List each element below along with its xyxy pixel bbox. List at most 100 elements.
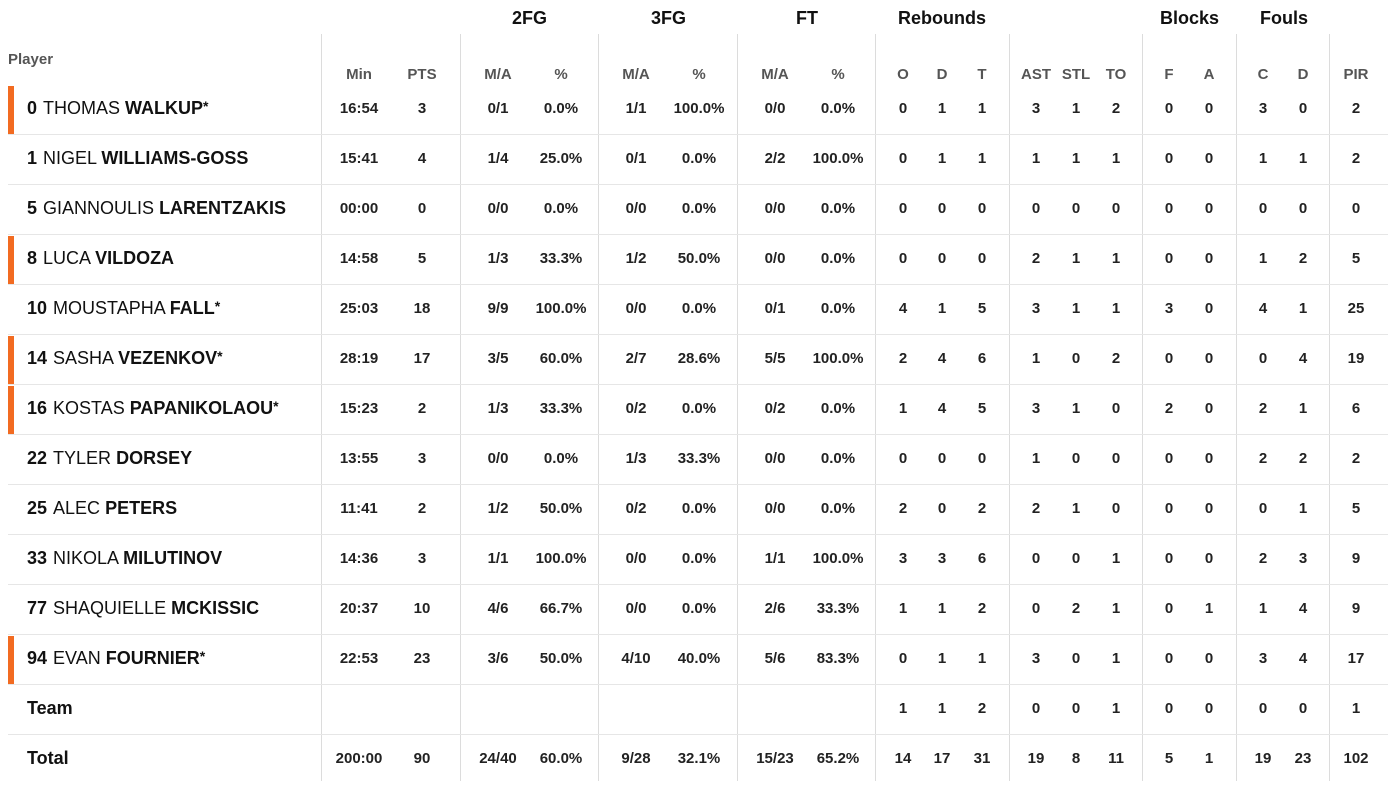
player-column-header: Player bbox=[8, 51, 54, 68]
row-divider bbox=[8, 184, 1388, 185]
stat-3fg-pct: 40.0% bbox=[677, 650, 721, 667]
group-blocks-header: Blocks bbox=[1160, 8, 1220, 28]
stat-reb-t: 1 bbox=[977, 100, 987, 117]
stat-ft-pct: 100.0% bbox=[812, 150, 864, 167]
stat-foul-d: 3 bbox=[1298, 550, 1308, 567]
player-name-link[interactable]: 25 ALEC PETERS bbox=[27, 498, 177, 519]
col-header-ast[interactable]: AST bbox=[1021, 66, 1051, 83]
stat-2fg-ma: 3/6 bbox=[487, 650, 509, 667]
stat-2fg-pct: 66.7% bbox=[539, 600, 583, 617]
group-2fg-header: 2FG bbox=[512, 8, 548, 28]
player-name-link[interactable]: 22 TYLER DORSEY bbox=[27, 448, 192, 469]
stat-to: 1 bbox=[1111, 550, 1121, 567]
stat-foul-c: 1 bbox=[1258, 150, 1268, 167]
stat-pts: 3 bbox=[417, 550, 427, 567]
player-name-link[interactable]: 1 NIGEL WILLIAMS-GOSS bbox=[27, 148, 248, 169]
stat-ft-pct: 100.0% bbox=[812, 350, 864, 367]
stat-ast: 0 bbox=[1031, 700, 1041, 717]
stat-pir: 1 bbox=[1351, 700, 1361, 717]
player-name-link[interactable]: 5 GIANNOULIS LARENTZAKIS bbox=[27, 198, 286, 219]
stat-blk-a: 0 bbox=[1204, 200, 1214, 217]
stat-3fg-pct: 0.0% bbox=[681, 200, 717, 217]
stat-reb-o: 4 bbox=[898, 300, 908, 317]
col-header-2fg-ma[interactable]: M/A bbox=[484, 66, 512, 83]
col-header-foul-d[interactable]: D bbox=[1297, 66, 1309, 83]
column-divider bbox=[321, 34, 322, 781]
stat-blk-a: 0 bbox=[1204, 100, 1214, 117]
player-name-link[interactable]: 0 THOMAS WALKUP* bbox=[27, 98, 209, 119]
stat-3fg-pct bbox=[664, 700, 734, 720]
stat-foul-d: 2 bbox=[1298, 250, 1308, 267]
player-row[interactable]: 33 NIKOLA MILUTINOV 14:36 3 1/1 100.0% 0/0 0.0%… bbox=[0, 535, 1396, 585]
player-row[interactable]: 0 THOMAS WALKUP* 16:54 3 0/1 0.0% 1/1 100.0% 0/0… bbox=[0, 85, 1396, 135]
stat-ast: 1 bbox=[1031, 450, 1041, 467]
stat-ft-ma: 5/5 bbox=[764, 350, 786, 367]
col-header-pts[interactable]: PTS bbox=[407, 66, 437, 83]
col-header-min[interactable]: Min bbox=[346, 66, 372, 83]
col-header-blk-f[interactable]: F bbox=[1164, 66, 1174, 83]
player-name-link[interactable]: 16 KOSTAS PAPANIKOLAOU* bbox=[27, 398, 279, 419]
player-row[interactable]: 25 ALEC PETERS 11:41 2 1/2 50.0% 0/2 0.0% 0/0 0.0… bbox=[0, 485, 1396, 535]
player-row[interactable]: 8 LUCA VILDOZA 14:58 5 1/3 33.3% 1/2 50.0% 0/0 0.… bbox=[0, 235, 1396, 285]
player-first-name: SASHA bbox=[53, 348, 114, 368]
stat-blk-a: 0 bbox=[1204, 650, 1214, 667]
stat-pts: 90 bbox=[413, 750, 431, 767]
stat-ast: 0 bbox=[1031, 600, 1041, 617]
stat-to: 11 bbox=[1108, 750, 1124, 767]
stat-foul-c: 3 bbox=[1258, 100, 1268, 117]
stat-blk-a: 0 bbox=[1204, 400, 1214, 417]
stat-2fg-ma: 3/5 bbox=[487, 350, 509, 367]
col-header-pir[interactable]: PIR bbox=[1343, 66, 1369, 83]
player-row[interactable]: 16 KOSTAS PAPANIKOLAOU* 15:23 2 1/3 33.3% 0/2 0… bbox=[0, 385, 1396, 435]
player-name-link[interactable]: 77 SHAQUIELLE MCKISSIC bbox=[27, 598, 259, 619]
starter-star: * bbox=[214, 298, 221, 314]
stat-min: 11:41 bbox=[340, 500, 378, 517]
stat-ast: 2 bbox=[1031, 250, 1041, 267]
col-header-foul-c[interactable]: C bbox=[1257, 66, 1269, 83]
col-header-ft-pct[interactable]: % bbox=[831, 66, 845, 83]
stat-ast: 0 bbox=[1031, 550, 1041, 567]
stat-foul-c: 0 bbox=[1258, 700, 1268, 717]
col-header-3fg-pct[interactable]: % bbox=[692, 66, 706, 83]
col-header-blk-a[interactable]: A bbox=[1203, 66, 1215, 83]
col-header-2fg-pct[interactable]: % bbox=[554, 66, 568, 83]
stat-reb-o: 2 bbox=[898, 500, 908, 517]
stat-blk-a: 1 bbox=[1204, 600, 1214, 617]
stat-foul-d: 0 bbox=[1298, 100, 1308, 117]
player-row[interactable]: 14 SASHA VEZENKOV* 28:19 17 3/5 60.0% 2/7 28.6%… bbox=[0, 335, 1396, 385]
col-header-stl[interactable]: STL bbox=[1061, 66, 1091, 83]
stat-blk-a: 0 bbox=[1204, 550, 1214, 567]
player-name-link[interactable]: 33 NIKOLA MILUTINOV bbox=[27, 548, 222, 569]
player-row[interactable]: 77 SHAQUIELLE MCKISSIC 20:37 10 4/6 66.7% 0/0 0… bbox=[0, 585, 1396, 635]
stat-ft-pct: 100.0% bbox=[812, 550, 864, 567]
stat-2fg-ma: 0/0 bbox=[487, 450, 509, 467]
player-name-link[interactable]: 14 SASHA VEZENKOV* bbox=[27, 348, 223, 369]
stat-to: 0 bbox=[1111, 500, 1121, 517]
player-row[interactable]: 1 NIGEL WILLIAMS-GOSS 15:41 4 1/4 25.0% 0/1 0.0… bbox=[0, 135, 1396, 185]
stat-reb-o: 1 bbox=[898, 700, 908, 717]
player-number: 10 bbox=[27, 298, 48, 318]
col-header-reb-d[interactable]: D bbox=[936, 66, 948, 83]
stat-pir: 2 bbox=[1351, 100, 1361, 117]
stat-reb-t: 2 bbox=[977, 500, 987, 517]
player-row[interactable]: 10 MOUSTAPHA FALL* 25:03 18 9/9 100.0% 0/0 0.0%… bbox=[0, 285, 1396, 335]
player-name-link[interactable]: 10 MOUSTAPHA FALL* bbox=[27, 298, 220, 319]
stat-to: 1 bbox=[1111, 150, 1121, 167]
stat-2fg-pct: 33.3% bbox=[539, 400, 583, 417]
stat-3fg-pct: 32.1% bbox=[677, 750, 721, 767]
col-header-to[interactable]: TO bbox=[1105, 66, 1127, 83]
stat-foul-d: 0 bbox=[1298, 700, 1308, 717]
player-row[interactable]: 94 EVAN FOURNIER* 22:53 23 3/6 50.0% 4/10 40.0%… bbox=[0, 635, 1396, 685]
col-header-3fg-ma[interactable]: M/A bbox=[622, 66, 650, 83]
player-row[interactable]: 22 TYLER DORSEY 13:55 3 0/0 0.0% 1/3 33.3% 0/0 0.… bbox=[0, 435, 1396, 485]
player-name-link[interactable]: 8 LUCA VILDOZA bbox=[27, 248, 174, 269]
col-header-reb-o[interactable]: O bbox=[897, 66, 909, 83]
stat-min: 22:53 bbox=[339, 650, 379, 667]
player-name-link[interactable]: 94 EVAN FOURNIER* bbox=[27, 648, 205, 669]
player-number: 16 bbox=[27, 398, 48, 418]
player-row[interactable]: 5 GIANNOULIS LARENTZAKIS 00:00 0 0/0 0.0% 0/0 0… bbox=[0, 185, 1396, 235]
col-header-reb-t[interactable]: T bbox=[977, 66, 987, 83]
stat-pir: 102 bbox=[1343, 750, 1369, 767]
col-header-ft-ma[interactable]: M/A bbox=[761, 66, 789, 83]
